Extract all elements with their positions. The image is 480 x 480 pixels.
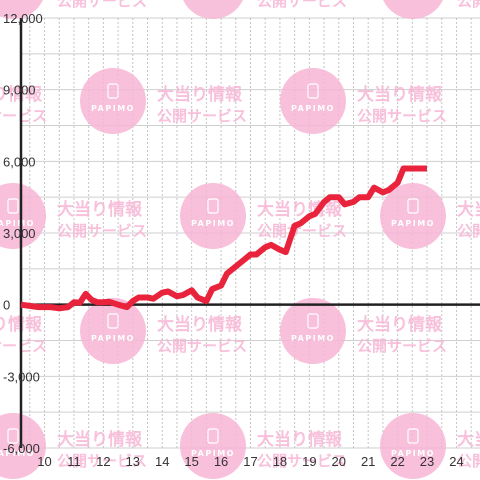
watermark-logo	[0, 0, 43, 19]
watermark-subtitle: 公開サービス	[457, 222, 480, 240]
x-tick-label: 13	[126, 454, 140, 469]
watermark-brand: PAPIMO	[191, 219, 235, 228]
x-tick-label: 20	[332, 454, 346, 469]
x-tick-label: 23	[420, 454, 434, 469]
x-tick-label: 17	[243, 454, 257, 469]
series-layer	[20, 165, 427, 312]
watermark-subtitle: 公開サービス	[457, 452, 480, 470]
watermark-subtitle: 公開サービス	[157, 107, 247, 125]
watermark-subtitle: 公開サービス	[157, 337, 247, 355]
y-tick-label: -6,000	[3, 441, 40, 456]
watermark-subtitle: 公開サービス	[257, 0, 347, 10]
watermark-brand: PAPIMO	[0, 449, 35, 458]
watermark-subtitle: 公開サービス	[0, 337, 47, 355]
watermark-logo	[180, 183, 246, 249]
y-tick-label: 9,000	[3, 83, 36, 98]
y-tick-label: 12,000	[3, 11, 43, 26]
x-tick-label: 15	[184, 454, 198, 469]
watermark-brand: PAPIMO	[391, 449, 435, 458]
x-tick-label: 14	[155, 454, 169, 469]
watermark-title: 大当り情報	[57, 429, 143, 450]
watermark-logo	[383, 0, 443, 19]
watermark-title: 大当り情報	[57, 199, 143, 220]
y-tick-label: 0	[3, 298, 10, 313]
watermark-subtitle: 公開サービス	[57, 452, 147, 470]
x-tick-label: 22	[390, 454, 404, 469]
phone-icon	[407, 198, 419, 214]
watermark-subtitle: 公開サービス	[0, 107, 47, 125]
watermark-brand: PAPIMO	[291, 334, 335, 343]
x-tick-label: 12	[96, 454, 110, 469]
watermark-logo	[280, 298, 346, 364]
watermark-title: 大当り情報	[357, 84, 443, 105]
watermark-title: 大当り情報	[157, 84, 243, 105]
watermark-logo	[280, 68, 346, 134]
watermark-title: 大当り情報	[357, 314, 443, 335]
watermark-logo	[183, 0, 243, 19]
watermark-logo	[180, 413, 246, 479]
watermark-title: 大当り情報	[157, 314, 243, 335]
x-tick-label: 11	[67, 454, 81, 469]
phone-icon	[207, 198, 219, 214]
phone-icon	[307, 313, 319, 329]
x-tick-label: 24	[449, 454, 463, 469]
phone-icon	[7, 198, 19, 214]
watermark-brand: PAPIMO	[191, 449, 235, 458]
watermark-logo	[80, 298, 146, 364]
watermark-logo	[380, 183, 446, 249]
y-tick-label: -3,000	[3, 369, 40, 384]
watermark-subtitle: 公開サービス	[357, 107, 447, 125]
y-tick-label: 6,000	[3, 154, 36, 169]
watermark-subtitle: 公開サービス	[457, 0, 480, 10]
watermark-subtitle: 公開サービス	[57, 222, 147, 240]
watermark-subtitle: 公開サービス	[357, 337, 447, 355]
watermark-title: 大当り情報	[257, 429, 343, 450]
watermark-subtitle: 公開サービス	[57, 0, 147, 10]
x-tick-label: 18	[273, 454, 287, 469]
watermark-title: 大当り情報	[457, 429, 480, 450]
watermark-subtitle: 公開サービス	[257, 452, 347, 470]
phone-icon	[107, 313, 119, 329]
x-tick-label: 19	[302, 454, 316, 469]
phone-icon	[307, 83, 319, 99]
x-tick-label: 10	[37, 454, 51, 469]
x-tick-label: 21	[361, 454, 375, 469]
watermark-title: 大当り情報	[257, 199, 343, 220]
phone-icon	[7, 428, 19, 444]
watermark-brand: PAPIMO	[391, 219, 435, 228]
watermark-title: 大当り情報	[457, 199, 480, 220]
series-line	[20, 165, 427, 312]
phone-icon	[207, 428, 219, 444]
watermark-brand: PAPIMO	[91, 334, 135, 343]
watermark-subtitle: 公開サービス	[257, 222, 347, 240]
watermark-logo	[80, 68, 146, 134]
watermark-brand: PAPIMO	[291, 104, 335, 113]
phone-icon	[407, 428, 419, 444]
watermark-brand: PAPIMO	[0, 219, 35, 228]
watermark-logo	[380, 413, 446, 479]
watermark-brand: PAPIMO	[91, 104, 135, 113]
phone-icon	[107, 83, 119, 99]
x-tick-label: 16	[214, 454, 228, 469]
y-tick-label: 3,000	[3, 226, 36, 241]
